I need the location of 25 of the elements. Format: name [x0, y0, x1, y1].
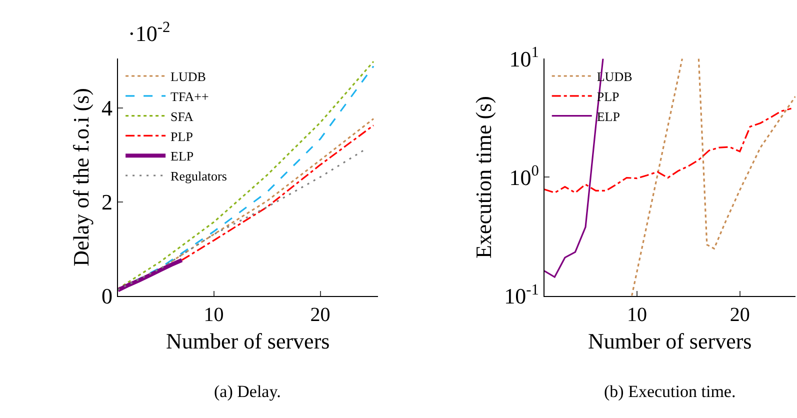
legend-label: ELP [170, 148, 194, 164]
x-tick-label: 20 [730, 304, 750, 326]
y-axis-title: Execution time (s) [470, 96, 496, 258]
legend-label: PLP [170, 128, 193, 144]
legend-label: SFA [170, 108, 194, 124]
line-series [544, 108, 792, 194]
y-tick-label: 0 [102, 284, 113, 308]
text: (b) Execution time. [604, 382, 736, 401]
text: (a) Delay. [214, 382, 281, 401]
y-tick-label: 2 [102, 190, 113, 215]
x-axis-title: Number of servers [166, 328, 330, 354]
legend-label: TFA++ [170, 88, 209, 104]
y-tick-label: 10$^{1}$ [509, 44, 539, 72]
text: ·10$^{-2}$ [128, 19, 170, 46]
y-tick-label: 10$^{0}$ [509, 162, 540, 190]
legend-label: LUDB [170, 69, 206, 84]
line-series [118, 258, 184, 292]
x-tick-label: 20 [310, 304, 330, 326]
y-axis-title: Delay of the f.o.i (s) [68, 88, 94, 266]
y-tick-label: 10$^{-1}$ [504, 281, 539, 308]
y-tick-label: 4 [102, 96, 113, 121]
x-axis-title: Number of servers [588, 328, 752, 354]
x-tick-label: 10 [626, 304, 647, 326]
x-tick-label: 10 [204, 304, 224, 326]
legend-label: Regulators [170, 168, 227, 184]
